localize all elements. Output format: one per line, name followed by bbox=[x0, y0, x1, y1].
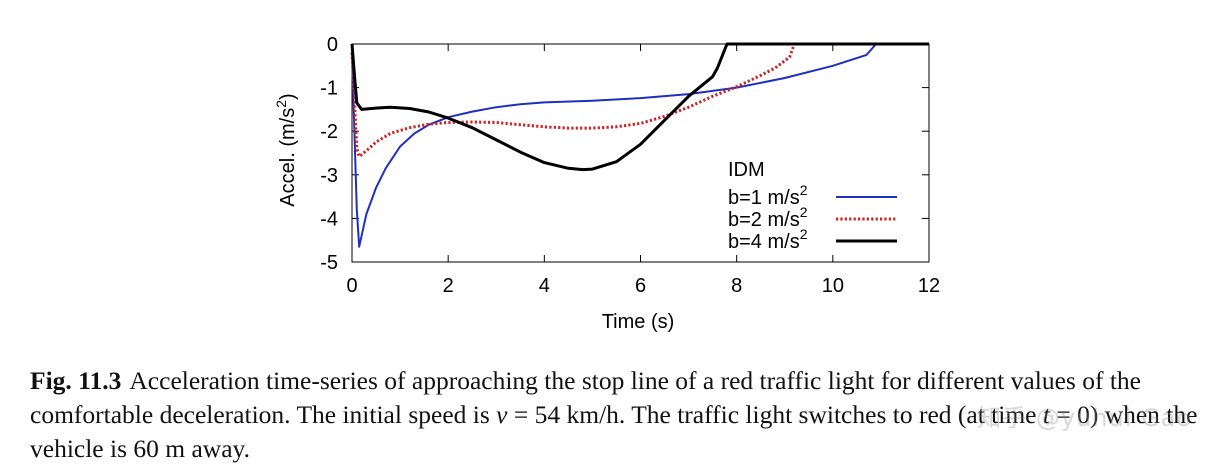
y-axis-label-text: Accel. (m/s bbox=[277, 108, 299, 207]
legend-label-sup-2: 2 bbox=[800, 204, 808, 220]
tick-layer: 0 2 4 6 8 10 12 0 -1 -2 -3 -4 -5 bbox=[320, 34, 940, 297]
plot-border bbox=[351, 43, 930, 263]
x-tick-label: 8 bbox=[731, 275, 742, 297]
legend-label-sup-3: 2 bbox=[800, 226, 808, 242]
legend: IDM b=1 m/s2b=2 m/s2b=4 m/s2 bbox=[728, 159, 897, 253]
figure-caption: Fig. 11.3 Acceleration time-series of app… bbox=[30, 364, 1210, 466]
y-tick-label: -5 bbox=[320, 252, 338, 274]
y-axis-label-sup: 2 bbox=[273, 100, 289, 108]
x-tick-label: 0 bbox=[346, 275, 357, 297]
caption-text-3: = 0) when the vehicle is 60 m away. bbox=[30, 400, 1198, 463]
figure-label: Fig. 11.3 bbox=[30, 366, 122, 395]
series-line-3 bbox=[350, 42, 929, 172]
x-axis-label: Time (s) bbox=[602, 311, 675, 333]
y-axis-label: Accel. (m/s2) bbox=[273, 93, 299, 206]
caption-var-t: t bbox=[1042, 400, 1050, 429]
legend-label-2: b=2 m/s2 bbox=[728, 204, 808, 231]
plot-frame bbox=[351, 43, 930, 263]
caption-var-v: v bbox=[496, 400, 508, 429]
y-tick-label: -3 bbox=[320, 165, 338, 187]
x-tick-label: 6 bbox=[635, 275, 646, 297]
legend-label-text-2: b=2 m/s bbox=[728, 209, 800, 231]
x-tick-label: 2 bbox=[443, 275, 454, 297]
legend-label-3: b=4 m/s2 bbox=[728, 226, 808, 253]
series-line-1 bbox=[351, 43, 929, 248]
series-line-2 bbox=[350, 42, 929, 158]
legend-label-text-3: b=4 m/s bbox=[728, 231, 800, 253]
y-axis-label-close: ) bbox=[277, 93, 299, 100]
series-layer bbox=[350, 42, 929, 248]
y-tick-label: -2 bbox=[320, 121, 338, 143]
chart: 0 2 4 6 8 10 12 0 -1 -2 -3 -4 -5 IDM b=1 m/s2 b=2 m/s… bbox=[273, 34, 940, 333]
legend-title: IDM bbox=[728, 159, 765, 181]
y-tick-label: 0 bbox=[327, 34, 338, 56]
watermark: 知乎 @yuhui Gao bbox=[977, 404, 1192, 432]
chart-svg: 0 2 4 6 8 10 120-1-2-3-4-5 IDM b=1 m/s2b=2 m/s… bbox=[273, 34, 940, 333]
caption-text-2: = 54 km/h. The traffic light switches to… bbox=[507, 400, 1043, 429]
legend-label-text-1: b=1 m/s bbox=[728, 187, 800, 209]
legend-label-sup-1: 2 bbox=[800, 182, 808, 198]
x-tick-label: 10 bbox=[822, 275, 844, 297]
y-tick-label: -4 bbox=[320, 208, 338, 230]
caption-text-1: Acceleration time-series of approaching … bbox=[30, 366, 1141, 429]
y-tick-label: -1 bbox=[320, 78, 338, 100]
x-tick-label: 4 bbox=[539, 275, 550, 297]
legend-label-1: b=1 m/s2 bbox=[728, 182, 808, 209]
x-tick-label: 12 bbox=[918, 275, 940, 297]
